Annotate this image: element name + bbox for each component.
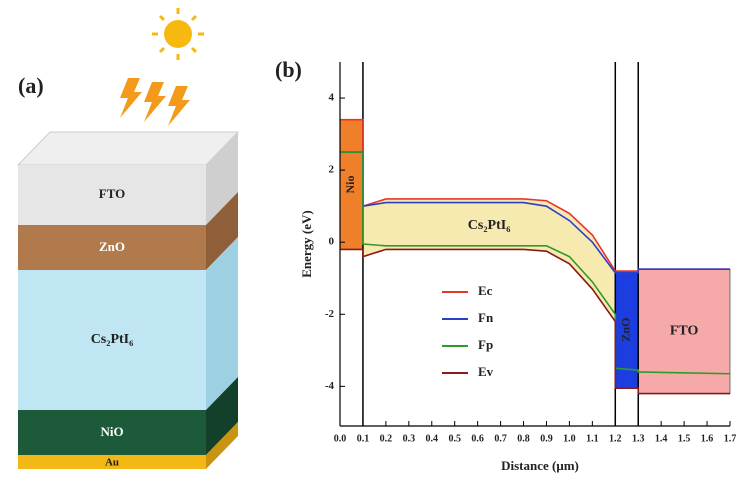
- region-label: Cs₂PtI₆: [468, 218, 511, 233]
- x-tick-label: 0.3: [403, 433, 416, 444]
- x-tick-label: 0.6: [471, 433, 484, 444]
- top-face: [18, 132, 238, 165]
- x-tick-label: 0.5: [448, 433, 461, 444]
- panel-label: (a): [18, 73, 44, 98]
- y-tick-label: -4: [325, 380, 335, 392]
- y-tick-label: -2: [325, 308, 335, 320]
- x-tick-label: 1.2: [609, 433, 622, 444]
- x-tick-label: 1.0: [563, 433, 576, 444]
- x-tick-label: 0.2: [380, 433, 393, 444]
- legend-label: Fn: [478, 310, 494, 325]
- layer-label: Au: [105, 457, 119, 469]
- x-tick-label: 1.3: [632, 433, 645, 444]
- legend-label: Fp: [478, 337, 493, 352]
- y-tick-label: 0: [329, 236, 335, 248]
- region-label: FTO: [670, 324, 699, 339]
- layer-label: FTO: [99, 186, 126, 201]
- layer-label: NiO: [100, 424, 123, 439]
- y-axis-label: Energy (eV): [299, 210, 314, 278]
- region-label: ZnO: [619, 318, 633, 342]
- figure: (a) FTO ZnO Cs₂PtI₆ NiO Au (b) Distan: [0, 0, 741, 481]
- layer-label: ZnO: [99, 239, 125, 254]
- y-tick-label: 2: [329, 164, 335, 176]
- y-tick-label: 4: [329, 92, 335, 104]
- light-bolts: [120, 78, 190, 126]
- sun: [164, 20, 192, 48]
- x-axis-label: Distance (μm): [501, 458, 579, 473]
- x-tick-label: 1.6: [701, 433, 714, 444]
- x-tick-label: 0.8: [517, 433, 530, 444]
- x-tick-label: 1.5: [678, 433, 691, 444]
- x-tick-label: 1.1: [586, 433, 599, 444]
- region-label: Nio: [343, 176, 357, 194]
- x-tick-label: 0.0: [334, 433, 347, 444]
- device-schematic: (a) FTO ZnO Cs₂PtI₆ NiO Au: [18, 8, 238, 469]
- x-tick-label: 0.9: [540, 433, 553, 444]
- x-tick-label: 1.7: [724, 433, 737, 444]
- x-tick-label: 0.7: [494, 433, 507, 444]
- x-tick-label: 1.4: [655, 433, 668, 444]
- x-tick-label: 0.1: [357, 433, 370, 444]
- x-tick-label: 0.4: [426, 433, 439, 444]
- panel-label: (b): [275, 57, 302, 82]
- legend-label: Ev: [478, 364, 494, 379]
- legend-label: Ec: [478, 283, 493, 298]
- band-diagram: (b) Distance (μm) Energy (eV) Nio Cs₂PtI₆…: [275, 57, 736, 473]
- layer-label: Cs₂PtI₆: [91, 332, 134, 347]
